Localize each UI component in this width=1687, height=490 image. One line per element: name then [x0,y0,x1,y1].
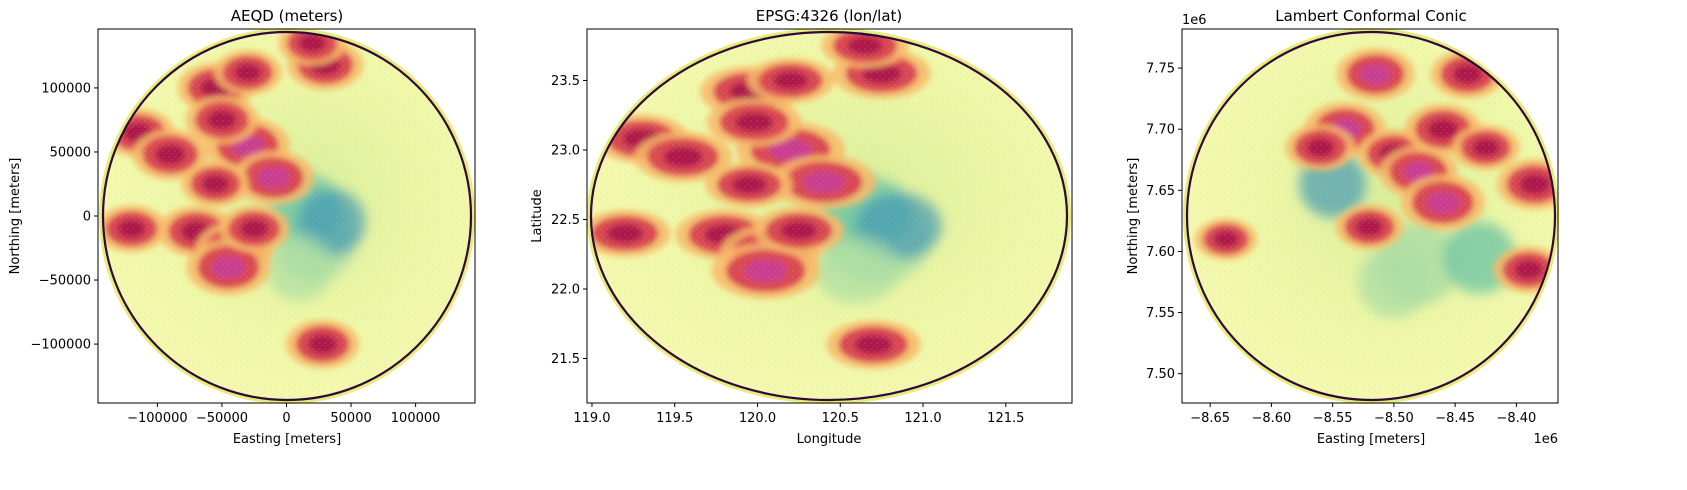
y-tick-label: 23.5 [551,74,580,89]
x-axis-label: Longitude [797,432,862,447]
x-tick-label: −8.40 [1496,411,1536,426]
x-tick-label: 50000 [330,411,371,426]
y-axis-label: Latitude [530,189,545,243]
x-tick-label: −8.60 [1251,411,1291,426]
range-ring [1185,30,1557,402]
plot-area [1183,28,1559,404]
y-axis-label: Northing [meters] [8,158,23,275]
y-tick-label: −100000 [30,338,91,353]
range-ring-halo [587,28,1071,404]
range-ring [101,30,473,402]
range-ring [589,30,1069,402]
y-tick-label: 22.0 [551,282,580,297]
radar-field [590,31,1068,401]
y-tick-label: −50000 [39,274,91,289]
x-tick-label: 121.0 [904,411,941,426]
range-ring-halo [1183,28,1559,404]
x-tick-label: 100000 [391,411,441,426]
x-tick-label: −8.50 [1374,411,1414,426]
x-tick-label: 119.5 [656,411,693,426]
y-tick-label: 7.55 [1146,306,1175,321]
y-tick-label: 7.75 [1146,62,1175,77]
range-ring-halo [99,28,475,404]
panel-title: AEQD (meters) [231,7,344,25]
x-tick-label: −50000 [196,411,248,426]
axis-ticks: −100000 −50000 0 50000 100000 −100000 −50000 0 5… [30,81,440,426]
y-tick-label: 22.5 [551,213,580,228]
axis-ticks: 119.0 119.5 120.0 120.5 121.0 121.5 21.5 22.0 22… [551,74,1024,426]
x-tick-label: −100000 [127,411,188,426]
y-tick-label: 23.0 [551,143,580,158]
axes-frame [586,28,1073,404]
y-tick-label: 7.50 [1146,367,1175,382]
plot-area [587,28,1071,404]
x-tick-label: 120.0 [739,411,776,426]
y-axis-label: Northing [meters] [1126,158,1141,275]
x-axis-label: Easting [meters] [1317,432,1425,447]
y-tick-label: 7.60 [1146,245,1175,260]
x-tick-label: 119.0 [573,411,610,426]
y-offset-label: 1e6 [1182,13,1207,28]
y-tick-label: 50000 [50,145,91,160]
axes-frame [1181,28,1559,404]
y-tick-label: 0 [83,210,91,225]
x-tick-label: −8.65 [1190,411,1230,426]
axis-ticks: −8.65 −8.60 −8.55 −8.50 −8.45 −8.40 7.50 7.55 7.… [1146,62,1536,426]
y-tick-label: 21.5 [551,352,580,367]
panel-epsg4326: EPSG:4326 (lon/lat) 119.0 119.5 120.0 120.5… [530,7,1073,447]
speckle-texture [1186,31,1556,401]
x-offset-label: 1e6 [1533,432,1558,447]
x-tick-label: −8.55 [1313,411,1353,426]
x-tick-label: 121.5 [987,411,1024,426]
panel-aeqd: AEQD (meters) −100000 −50000 0 50000 100000−… [8,7,476,447]
x-axis-label: Easting [meters] [233,432,341,447]
x-tick-label: 120.5 [822,411,859,426]
speckle-texture [590,31,1068,401]
y-tick-label: 100000 [41,81,91,96]
panel-title: EPSG:4326 (lon/lat) [756,7,903,25]
panel-lambert-conformal-conic: Lambert Conformal Conic −8.65 −8.60 −8.55−… [1126,7,1559,447]
y-tick-label: 7.65 [1146,184,1175,199]
radar-field [102,31,472,401]
speckle-texture [102,31,472,401]
x-tick-label: 0 [282,411,290,426]
y-tick-label: 7.70 [1146,123,1175,138]
panel-title: Lambert Conformal Conic [1275,7,1467,25]
plot-area [99,28,475,404]
radar-field [1186,31,1556,401]
x-tick-label: −8.45 [1435,411,1475,426]
